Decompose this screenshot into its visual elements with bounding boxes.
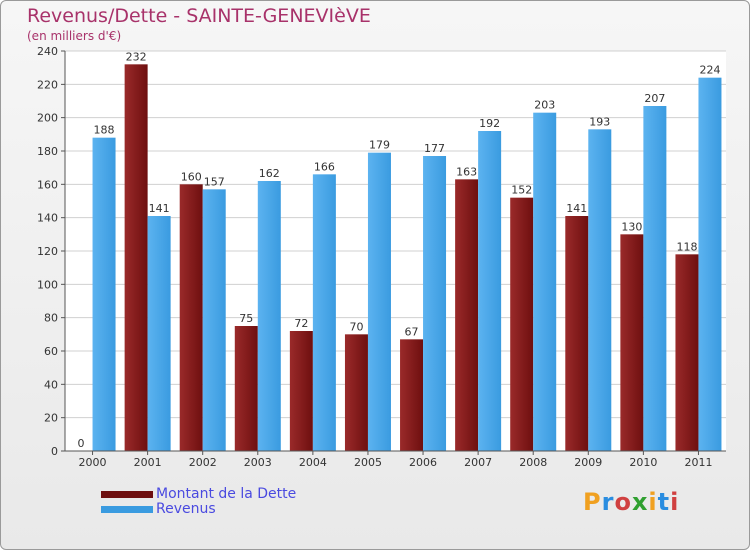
proxiti-logo: Proxiti	[583, 488, 680, 516]
bar-debt	[455, 179, 479, 452]
data-label-revenue: 141	[149, 202, 170, 215]
data-label-debt: 70	[349, 320, 363, 333]
data-label-debt: 75	[239, 312, 253, 325]
y-tick-label: 40	[44, 378, 58, 391]
bar-revenue	[533, 112, 557, 452]
legend-swatch-debt	[101, 491, 153, 498]
legend-swatch-revenue	[101, 506, 153, 513]
bar-revenue	[92, 137, 116, 451]
bar-revenue	[367, 152, 391, 451]
data-label-debt: 152	[511, 184, 532, 197]
data-label-debt: 118	[676, 240, 697, 253]
x-tick-label: 2005	[354, 456, 382, 469]
chart-title: Revenus/Dette - SAINTE-GENEVIèVE	[27, 5, 371, 27]
data-label-revenue: 188	[94, 124, 115, 137]
legend-label-debt: Montant de la Dette	[156, 486, 297, 502]
bar-revenue	[423, 156, 447, 451]
data-label-debt: 67	[405, 325, 419, 338]
chart-subtitle: (en milliers d'€)	[27, 29, 122, 43]
bar-debt	[675, 254, 699, 451]
bar-debt	[234, 326, 258, 451]
y-tick-label: 60	[44, 345, 58, 358]
y-tick-label: 0	[51, 445, 58, 458]
bar-revenue	[257, 181, 281, 451]
bar-debt	[289, 331, 313, 451]
bar-debt	[344, 334, 368, 451]
data-label-debt: 141	[566, 202, 587, 215]
y-tick-label: 20	[44, 412, 58, 425]
x-tick-label: 2003	[244, 456, 272, 469]
x-tick-label: 2000	[79, 456, 107, 469]
x-tick-label: 2009	[574, 456, 602, 469]
x-tick-label: 2006	[409, 456, 437, 469]
data-label-debt: 232	[126, 50, 147, 63]
data-label-debt: 163	[456, 165, 477, 178]
bar-revenue	[643, 106, 667, 451]
data-label-revenue: 177	[424, 142, 445, 155]
y-tick-label: 200	[37, 112, 58, 125]
y-tick-label: 240	[37, 45, 58, 58]
bar-debt	[179, 184, 203, 452]
data-label-revenue: 193	[589, 115, 610, 128]
data-label-debt: 130	[621, 220, 642, 233]
y-tick-label: 140	[37, 212, 58, 225]
x-tick-label: 2004	[299, 456, 327, 469]
data-label-debt: 160	[181, 170, 202, 183]
bar-revenue	[588, 129, 612, 452]
y-tick-label: 180	[37, 145, 58, 158]
bar-revenue	[147, 216, 171, 451]
data-label-revenue: 157	[204, 175, 225, 188]
x-tick-label: 2008	[519, 456, 547, 469]
y-tick-label: 120	[37, 245, 58, 258]
x-tick-label: 2010	[629, 456, 657, 469]
y-tick-label: 220	[37, 78, 58, 91]
data-label-revenue: 207	[644, 92, 665, 105]
bar-revenue	[478, 131, 502, 451]
legend-label-revenue: Revenus	[156, 501, 216, 517]
y-tick-label: 100	[37, 278, 58, 291]
bar-debt	[510, 197, 534, 451]
bar-revenue	[312, 174, 336, 452]
data-label-revenue: 224	[699, 64, 720, 77]
bar-debt	[124, 64, 148, 452]
data-label-revenue: 179	[369, 139, 390, 152]
data-label-revenue: 162	[259, 167, 280, 180]
bar-revenue	[698, 77, 722, 452]
x-tick-label: 2002	[189, 456, 217, 469]
bar-debt	[565, 216, 589, 451]
y-tick-label: 80	[44, 312, 58, 325]
data-label-revenue: 192	[479, 117, 500, 130]
y-tick-label: 160	[37, 178, 58, 191]
data-label-debt: 72	[294, 317, 308, 330]
data-label-revenue: 166	[314, 160, 335, 173]
bar-debt	[620, 234, 644, 451]
bar-revenue	[202, 189, 226, 452]
data-label-debt: 0	[78, 437, 85, 450]
data-label-revenue: 203	[534, 99, 555, 112]
bar-debt	[400, 339, 424, 451]
x-tick-label: 2007	[464, 456, 492, 469]
x-tick-label: 2001	[134, 456, 162, 469]
x-tick-label: 2011	[684, 456, 712, 469]
